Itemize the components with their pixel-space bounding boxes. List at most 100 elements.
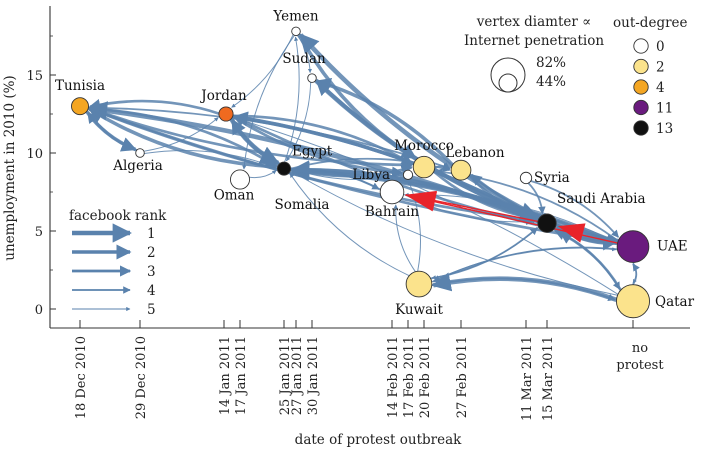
edge-jordan-to-tunisia	[88, 99, 220, 115]
x-axis-title: date of protest outbreak	[295, 432, 462, 448]
legend-vertex-small-circle	[498, 73, 518, 93]
y-tick-label: 0	[35, 303, 43, 318]
legend-out-degree-swatch	[633, 38, 649, 54]
edge-kuwait-to-uae	[431, 247, 617, 283]
node-label-uae: UAE	[657, 239, 688, 255]
highlight-arrowhead-uae-to-saudi-arabia	[557, 223, 586, 243]
edge-qatar-to-egypt	[291, 171, 618, 296]
node-uae	[616, 230, 650, 263]
node-jordan	[218, 106, 234, 122]
node-label-morocco: Morocco	[394, 138, 454, 154]
x-tick-label: 20 Feb 2011	[418, 336, 433, 418]
node-oman	[229, 169, 250, 190]
x-tick-label: 18 Dec 2010	[74, 336, 89, 419]
node-label-kuwait: Kuwait	[395, 302, 443, 318]
legend-out-degree-swatch	[633, 79, 649, 95]
x-tick-label: 27 Feb 2011	[455, 336, 470, 418]
node-label-yemen: Yemen	[272, 8, 319, 24]
highlight-edges	[405, 190, 618, 244]
legend-facebook-rank: facebook rank 1 2 3 4 5	[69, 208, 167, 318]
node-label-tunisia: Tunisia	[55, 78, 105, 94]
edge-egypt-to-yemen	[284, 36, 300, 163]
edge-syria-to-uae	[530, 180, 620, 238]
legend-facebook-rank-label: 2	[147, 245, 156, 261]
node-label-saudi-arabia: Saudi Arabia	[557, 191, 646, 207]
node-label-sudan: Sudan	[282, 51, 326, 67]
x-tick-label: 11 Mar 2011	[520, 336, 535, 421]
edge-jordan-to-morocco	[232, 114, 414, 166]
node-algeria	[135, 148, 145, 158]
x-tick-label: 14 Jan 2011	[218, 336, 233, 415]
node-label-oman: Oman	[214, 188, 255, 204]
node-tunisia	[71, 97, 89, 116]
edge-kuwait-to-bahrain	[393, 204, 416, 272]
no-protest-label: no protest	[616, 341, 664, 373]
y-axis: 0 5 10 15	[26, 35, 56, 318]
x-axis: 18 Dec 2010 29 Dec 2010 14 Jan 2011 17 Jan …	[74, 320, 664, 421]
edge-yemen-to-sudan	[296, 35, 313, 74]
legend-facebook-rank-label: 4	[147, 283, 156, 299]
legend-out-degree: out-degree 0 2 4 11 13	[613, 15, 688, 137]
edge-kuwait-to-qatar	[431, 277, 616, 301]
x-tick-label: 30 Jan 2011	[306, 336, 321, 415]
node-qatar	[616, 284, 651, 319]
node-label-qatar: Qatar	[655, 294, 695, 310]
edge-yemen-to-oman	[242, 35, 295, 170]
x-tick-label: 17 Jan 2011	[234, 336, 249, 415]
x-tick-label: 29 Dec 2010	[134, 336, 149, 419]
legend-vertex-title-line2: Internet penetration	[464, 33, 604, 49]
node-lebanon	[450, 159, 472, 181]
x-tick-label: 17 Feb 2011	[402, 336, 417, 418]
node-libya	[402, 169, 414, 180]
edge-lebanon-to-sudan	[315, 77, 454, 167]
edge-egypt-to-bahrain	[290, 168, 380, 190]
legend-out-degree-label: 0	[656, 39, 665, 55]
legend-facebook-rank-label: 1	[147, 226, 156, 242]
node-labels: Tunisia Algeria Jordan Oman Egypt Yemen Sudan B…	[55, 8, 695, 318]
legend-vertex-value-large: 82%	[536, 55, 566, 71]
legend-vertex-size: vertex diamter ∝ Internet penetration 82…	[464, 14, 604, 93]
legend-out-degree-title: out-degree	[613, 15, 688, 31]
x-tick-label: 27 Jan 2011	[290, 336, 305, 415]
x-tick-label: 14 Feb 2011	[386, 336, 401, 418]
node-morocco	[412, 155, 436, 179]
x-tick-label: 15 Mar 2011	[541, 336, 556, 421]
legend-out-degree-swatch	[633, 58, 649, 75]
edge-uae-to-qatar	[632, 262, 637, 284]
legend-vertex-title-line1: vertex diamter ∝	[476, 14, 592, 30]
edge-sudan-to-egypt	[285, 82, 312, 162]
y-tick-label: 10	[26, 147, 43, 162]
node-label-somalia: Somalia	[275, 197, 330, 213]
y-tick-label: 5	[35, 225, 43, 240]
node-saudi-arabia	[537, 213, 557, 233]
node-label-libya: Libya	[352, 167, 390, 183]
node-label-jordan: Jordan	[199, 88, 247, 104]
edge-tunisia-to-morocco	[87, 106, 414, 171]
node-bahrain	[379, 179, 405, 205]
edge-tunisia-to-egypt	[88, 107, 278, 168]
node-sudan	[307, 73, 317, 83]
legend-out-degree-swatch	[633, 99, 649, 116]
legend-out-degree-swatch	[633, 120, 649, 136]
node-label-lebanon: Lebanon	[445, 145, 504, 161]
edge-algeria-to-jordan	[143, 117, 219, 152]
edge-oman-to-egypt	[249, 170, 277, 179]
legend-out-degree-label: 11	[656, 101, 673, 117]
highlight-arrowhead-uae	[405, 191, 437, 212]
legend-vertex-value-small: 44%	[536, 74, 566, 90]
edge-tunisia-to-saudi-arabia	[87, 107, 538, 225]
node-label-egypt: Egypt	[292, 144, 333, 160]
y-axis-title: unemployment in 2010 (%)	[2, 75, 18, 260]
x-tick-label: 25 Jan 2011	[278, 336, 293, 415]
legend-out-degree-label: 13	[656, 121, 673, 137]
legend-facebook-rank-label: 3	[147, 264, 156, 280]
node-label-syria: Syria	[534, 170, 570, 186]
legend-out-degree-label: 2	[656, 60, 665, 76]
node-syria	[519, 171, 533, 185]
node-label-algeria: Algeria	[112, 158, 163, 174]
legend-out-degree-label: 4	[656, 80, 665, 96]
y-tick-label: 15	[26, 69, 43, 84]
network-nodes	[71, 26, 651, 319]
network-edges	[85, 33, 640, 303]
